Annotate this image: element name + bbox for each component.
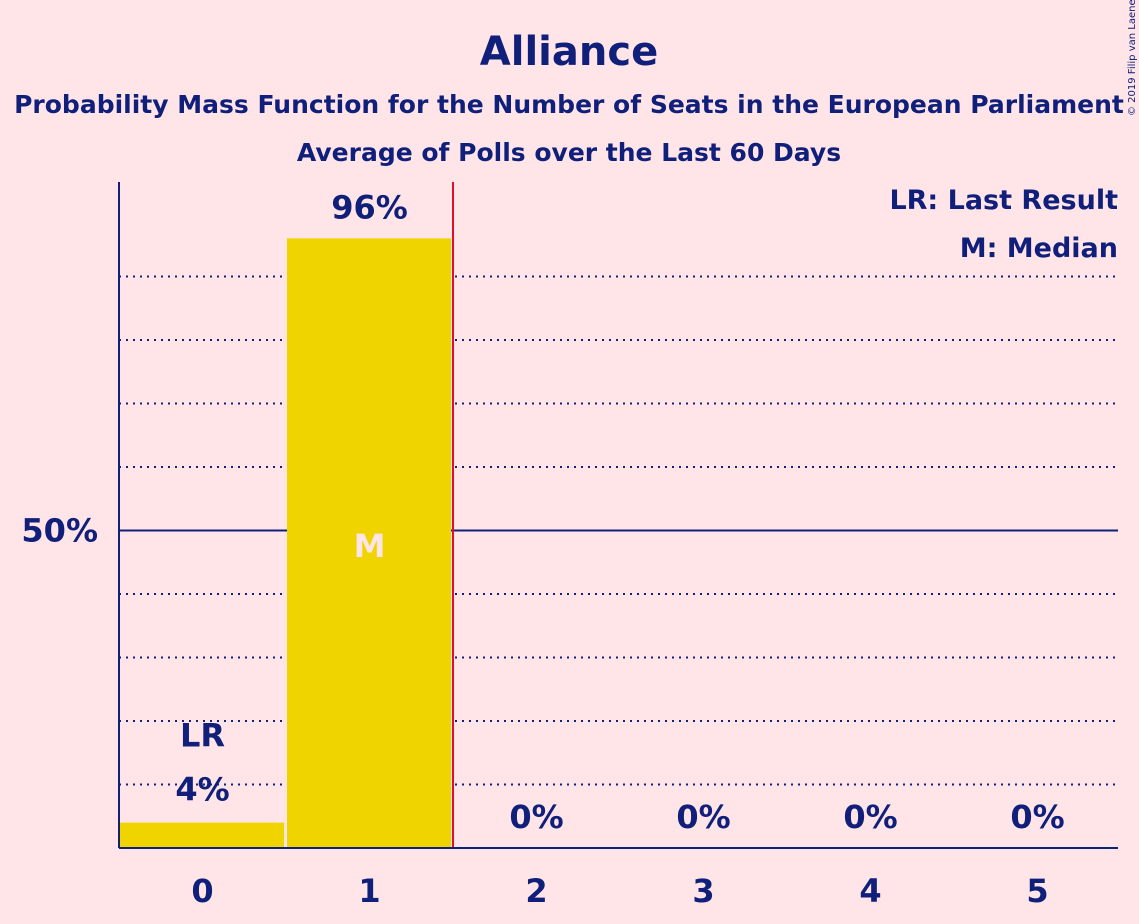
data-label: 0%: [843, 798, 897, 836]
data-label: 0%: [676, 798, 730, 836]
x-tick-label: 4: [859, 872, 881, 910]
data-label: 4%: [175, 771, 229, 809]
data-labels: 4% 96% 0% 0% 0% 0% LR M: [175, 188, 1064, 836]
bar: [120, 822, 284, 848]
data-label: 0%: [509, 798, 563, 836]
grid: [119, 275, 1118, 786]
chart-subtitle: Probability Mass Function for the Number…: [14, 90, 1124, 119]
axes: 50% 0 1 2 3 4 5: [21, 182, 1118, 910]
data-label: 96%: [331, 188, 408, 226]
chart-subtitle-2: Average of Polls over the Last 60 Days: [297, 138, 841, 167]
x-tick-label: 3: [692, 872, 714, 910]
copyright-text: © 2019 Filip van Laenen: [1127, 0, 1138, 116]
legend-last-result: LR: Last Result: [889, 185, 1118, 216]
bar: [287, 238, 451, 848]
x-tick-label: 0: [191, 872, 213, 910]
x-tick-label: 1: [358, 872, 380, 910]
bars: [120, 238, 451, 848]
data-label: 0%: [1010, 798, 1064, 836]
x-tick-label: 5: [1026, 872, 1048, 910]
y-tick-label: 50%: [21, 512, 98, 550]
legend-median: M: Median: [960, 233, 1118, 264]
last-result-label: LR: [180, 717, 225, 755]
chart-title: Alliance: [480, 29, 658, 75]
x-tick-label: 2: [525, 872, 547, 910]
median-label: M: [354, 527, 386, 565]
